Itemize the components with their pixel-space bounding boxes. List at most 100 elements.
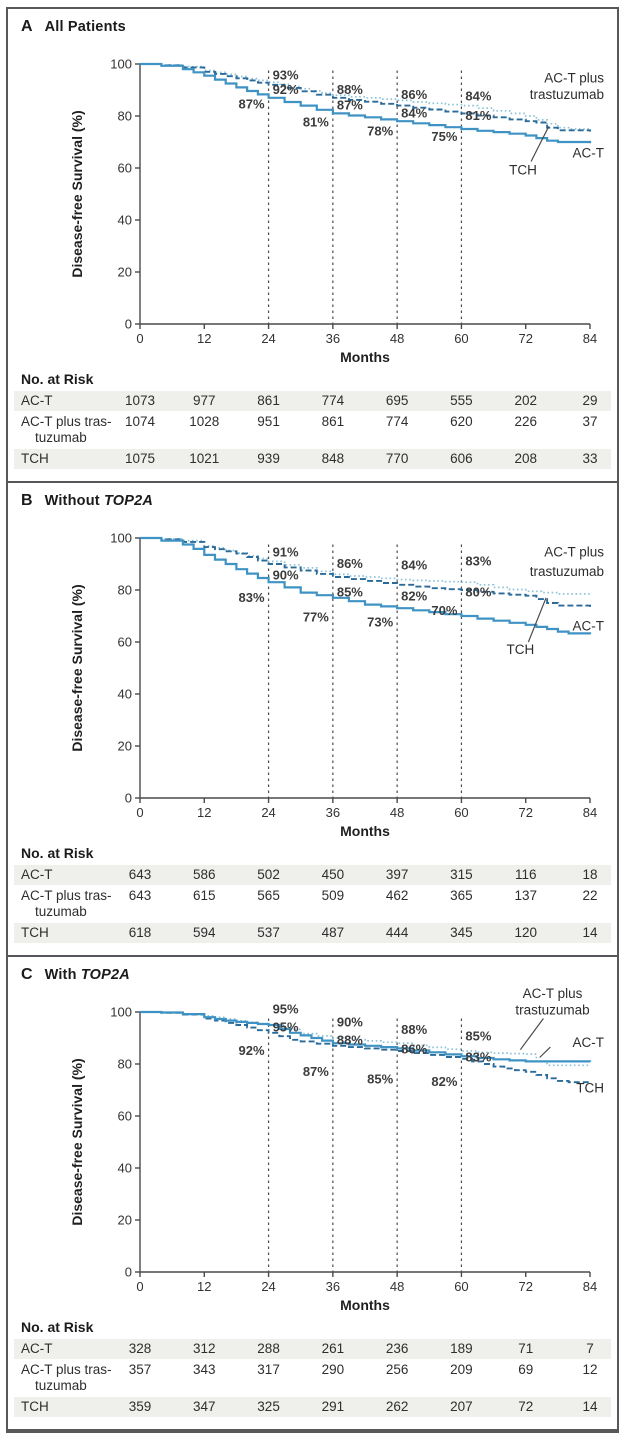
y-axis-title: Disease-free Survival (%)	[69, 1058, 85, 1225]
legend-label: AC-T plus	[523, 986, 583, 1001]
risk-value: 450	[321, 867, 345, 882]
risk-value: 288	[257, 1341, 280, 1356]
panel-title-text: All Patients	[44, 19, 126, 35]
risk-host-c: No. at Risk AC-T 328 312 288 261 236 189 71 7 AC-T…	[8, 1316, 617, 1417]
x-tick-label: 60	[454, 805, 468, 820]
pct-annotation: 81%	[465, 108, 491, 123]
risk-value: 209	[450, 1362, 473, 1377]
pct-annotation: 87%	[303, 1064, 329, 1079]
pct-annotation: 85%	[465, 1029, 491, 1044]
risk-value: 29	[582, 393, 598, 408]
pct-annotation: 84%	[401, 557, 427, 572]
risk-row-label: AC-T plus tras-	[21, 1362, 112, 1377]
panel-b: B Without TOP2A 0 12 24 36 48 60 72 84 0 20 40 60 80…	[8, 481, 617, 955]
y-tick-label: 80	[118, 583, 132, 598]
pct-annotation: 93%	[273, 68, 299, 83]
risk-value: 325	[257, 1399, 280, 1414]
risk-value: 594	[193, 925, 216, 940]
risk-value: 487	[321, 925, 345, 940]
curve-tch	[140, 1011, 591, 1084]
risk-value: 774	[321, 393, 345, 408]
y-tick-label: 20	[118, 265, 132, 280]
risk-row-tch: TCH 618 594 537 487 444 345 120 14	[14, 923, 611, 943]
x-tick-label: 72	[518, 805, 532, 820]
legend-label: trastuzumab	[530, 564, 604, 579]
risk-value: 7	[586, 1341, 594, 1356]
risk-value: 774	[385, 414, 409, 429]
x-tick-label: 48	[390, 331, 404, 346]
risk-value: 1021	[189, 451, 220, 466]
y-tick-label: 60	[118, 635, 132, 650]
risk-row-label-wrap: tuzumab	[35, 904, 87, 919]
y-tick-label: 0	[125, 317, 132, 332]
risk-row-act: AC-T 643 586 502 450 397 315 116 18	[14, 865, 611, 885]
risk-row-label: AC-T plus tras-	[21, 414, 112, 429]
risk-value: 12	[582, 1362, 598, 1377]
risk-value: 261	[321, 1341, 345, 1356]
x-axis-title: Months	[340, 823, 390, 839]
risk-value: 509	[321, 888, 345, 903]
risk-table-header: No. at Risk	[21, 845, 94, 861]
panel-title-text: Without	[44, 493, 105, 509]
x-tick-label: 48	[390, 805, 404, 820]
risk-value: 1074	[124, 414, 156, 429]
pct-annotation: 87%	[239, 96, 265, 111]
risk-value: 208	[514, 451, 537, 466]
risk-row-label: AC-T	[21, 1341, 53, 1356]
risk-row-tch: TCH 1075 1021 939 848 770 606 208 33	[14, 449, 611, 469]
pct-annotation: 83%	[465, 553, 491, 568]
pct-annotation: 83%	[239, 590, 265, 605]
risk-row-label: AC-T	[21, 867, 53, 882]
risk-value: 347	[193, 1399, 216, 1414]
risk-value: 537	[257, 925, 280, 940]
x-tick-label: 60	[454, 331, 468, 346]
pct-annotation: 86%	[401, 1042, 427, 1057]
risk-table-header: No. at Risk	[21, 371, 94, 387]
y-axis-title: Disease-free Survival (%)	[69, 110, 85, 277]
panel-a-header: A All Patients	[8, 9, 617, 36]
risk-value: 236	[385, 1341, 409, 1356]
x-tick-label: 72	[518, 331, 532, 346]
x-tick-label: 0	[136, 331, 143, 346]
chart-host-b: 0 12 24 36 48 60 72 84 0 20 40 60 80 100 Months Disease…	[8, 510, 617, 842]
legend-label: AC-T plus	[544, 70, 604, 85]
risk-value: 770	[385, 451, 409, 466]
pct-annotation: 92%	[239, 1043, 265, 1058]
risk-value: 189	[450, 1341, 473, 1356]
pct-annotation: 91%	[273, 544, 299, 559]
pct-annotation: 90%	[273, 568, 299, 583]
risk-value: 618	[128, 925, 152, 940]
x-tick-label: 12	[197, 805, 211, 820]
panel-title: All Patients	[45, 19, 126, 35]
risk-value: 18	[582, 867, 598, 882]
risk-value: 1028	[189, 414, 220, 429]
y-axis-title: Disease-free Survival (%)	[69, 584, 85, 751]
x-tick-label: 72	[518, 1279, 532, 1294]
risk-row-act: AC-T 328 312 288 261 236 189 71 7	[14, 1339, 611, 1359]
pct-annotation: 86%	[337, 556, 363, 571]
chart-host-a: 0 12 24 36 48 60 72 84 0 20 40 60 80 100 Months Disease…	[8, 36, 617, 368]
pct-annotation: 82%	[401, 589, 427, 604]
risk-row-act: AC-T 1073 977 861 774 695 555 202 29	[14, 391, 611, 411]
risk-value: 22	[582, 888, 598, 903]
km-chart-panel-a: 0 12 24 36 48 60 72 84 0 20 40 60 80 100 Months Disease…	[69, 57, 604, 366]
risk-value: 69	[518, 1362, 534, 1377]
risk-value: 565	[257, 888, 280, 903]
x-tick-label: 12	[197, 1279, 211, 1294]
risk-table-panel-a: No. at Risk AC-T 1073 977 861 774 695 555 202 29 A…	[8, 368, 617, 469]
pct-annotation: 70%	[431, 603, 457, 618]
panel-letter: A	[21, 18, 33, 35]
risk-value: 643	[128, 867, 152, 882]
risk-value: 620	[450, 414, 473, 429]
pct-annotation: 78%	[367, 124, 393, 139]
y-tick-label: 20	[118, 739, 132, 754]
risk-table-panel-c: No. at Risk AC-T 328 312 288 261 236 189 71 7 AC-T…	[8, 1316, 617, 1417]
risk-value: 951	[257, 414, 280, 429]
km-chart-panel-b: 0 12 24 36 48 60 72 84 0 20 40 60 80 100 Months Disease…	[69, 531, 604, 840]
y-tick-label: 100	[110, 531, 132, 546]
risk-value: 317	[257, 1362, 280, 1377]
pct-annotation: 95%	[273, 1001, 299, 1016]
x-tick-label: 24	[261, 805, 275, 820]
legend-label: TCH	[576, 1081, 604, 1096]
risk-value: 290	[321, 1362, 345, 1377]
